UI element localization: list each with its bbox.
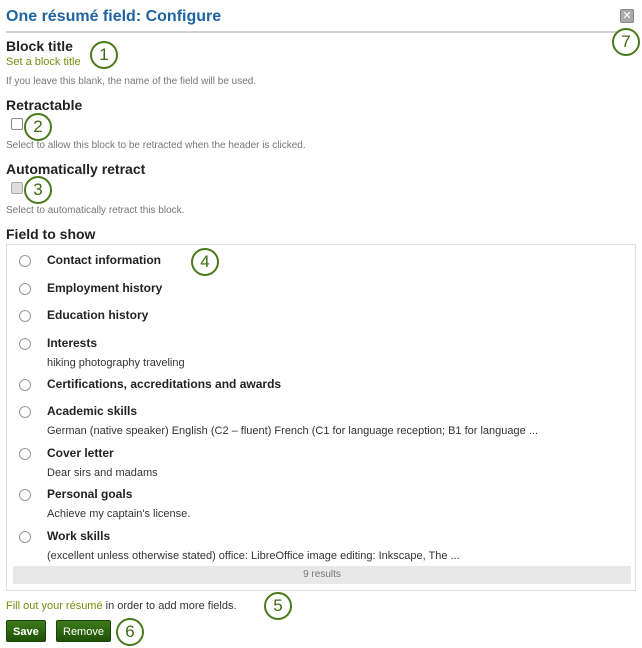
option-detail: (excellent unless otherwise stated) offi… [47, 550, 460, 562]
option-detail: Achieve my captain's license. [47, 508, 191, 520]
option-label: Interests [47, 336, 98, 350]
block-title-label: Block title [6, 38, 73, 54]
radio-button[interactable] [19, 310, 31, 322]
field-to-show-label: Field to show [6, 226, 96, 242]
field-list: Contact information Employment history E… [6, 244, 636, 591]
radio-button[interactable] [19, 448, 31, 460]
auto-retract-description: Select to automatically retract this blo… [6, 205, 185, 216]
annotation-marker: 6 [116, 618, 144, 646]
annotation-marker: 5 [264, 592, 292, 620]
retractable-checkbox[interactable] [11, 118, 23, 130]
annotation-marker: 4 [191, 248, 219, 276]
auto-retract-label: Automatically retract [6, 161, 146, 177]
option-detail: Dear sirs and madams [47, 467, 158, 479]
close-icon[interactable]: ✕ [620, 9, 634, 23]
option-label: Work skills [47, 529, 111, 543]
remove-button[interactable]: Remove [56, 620, 111, 642]
annotation-marker: 1 [90, 41, 118, 69]
radio-button[interactable] [19, 338, 31, 350]
annotation-marker: 2 [24, 113, 52, 141]
retractable-label: Retractable [6, 97, 83, 113]
option-label: Academic skills [47, 404, 138, 418]
option-label: Cover letter [47, 446, 114, 460]
radio-button[interactable] [19, 283, 31, 295]
radio-button[interactable] [19, 531, 31, 543]
radio-button[interactable] [19, 255, 31, 267]
option-label: Employment history [47, 281, 163, 295]
annotation-marker: 7 [612, 28, 640, 56]
annotation-marker: 3 [24, 176, 52, 204]
option-detail: German (native speaker) English (C2 – fl… [47, 425, 538, 437]
auto-retract-checkbox[interactable] [11, 182, 23, 194]
option-label: Personal goals [47, 487, 133, 501]
results-count: 9 results [13, 566, 631, 584]
option-label: Certifications, accreditations and award… [47, 377, 282, 391]
radio-button[interactable] [19, 489, 31, 501]
retractable-description: Select to allow this block to be retract… [6, 140, 306, 151]
fill-resume-note: Fill out your résumé in order to add mor… [6, 600, 237, 612]
set-block-title-link[interactable]: Set a block title [6, 56, 81, 68]
option-label: Education history [47, 308, 149, 322]
radio-button[interactable] [19, 379, 31, 391]
note-text: in order to add more fields. [102, 600, 237, 612]
option-label: Contact information [47, 253, 161, 267]
dialog-title: One résumé field: Configure [6, 8, 222, 25]
fill-resume-link[interactable]: Fill out your résumé [6, 600, 103, 612]
divider [6, 31, 630, 33]
block-title-description: If you leave this blank, the name of the… [6, 76, 257, 87]
save-button[interactable]: Save [6, 620, 46, 642]
radio-button[interactable] [19, 406, 31, 418]
option-detail: hiking photography traveling [47, 357, 185, 369]
